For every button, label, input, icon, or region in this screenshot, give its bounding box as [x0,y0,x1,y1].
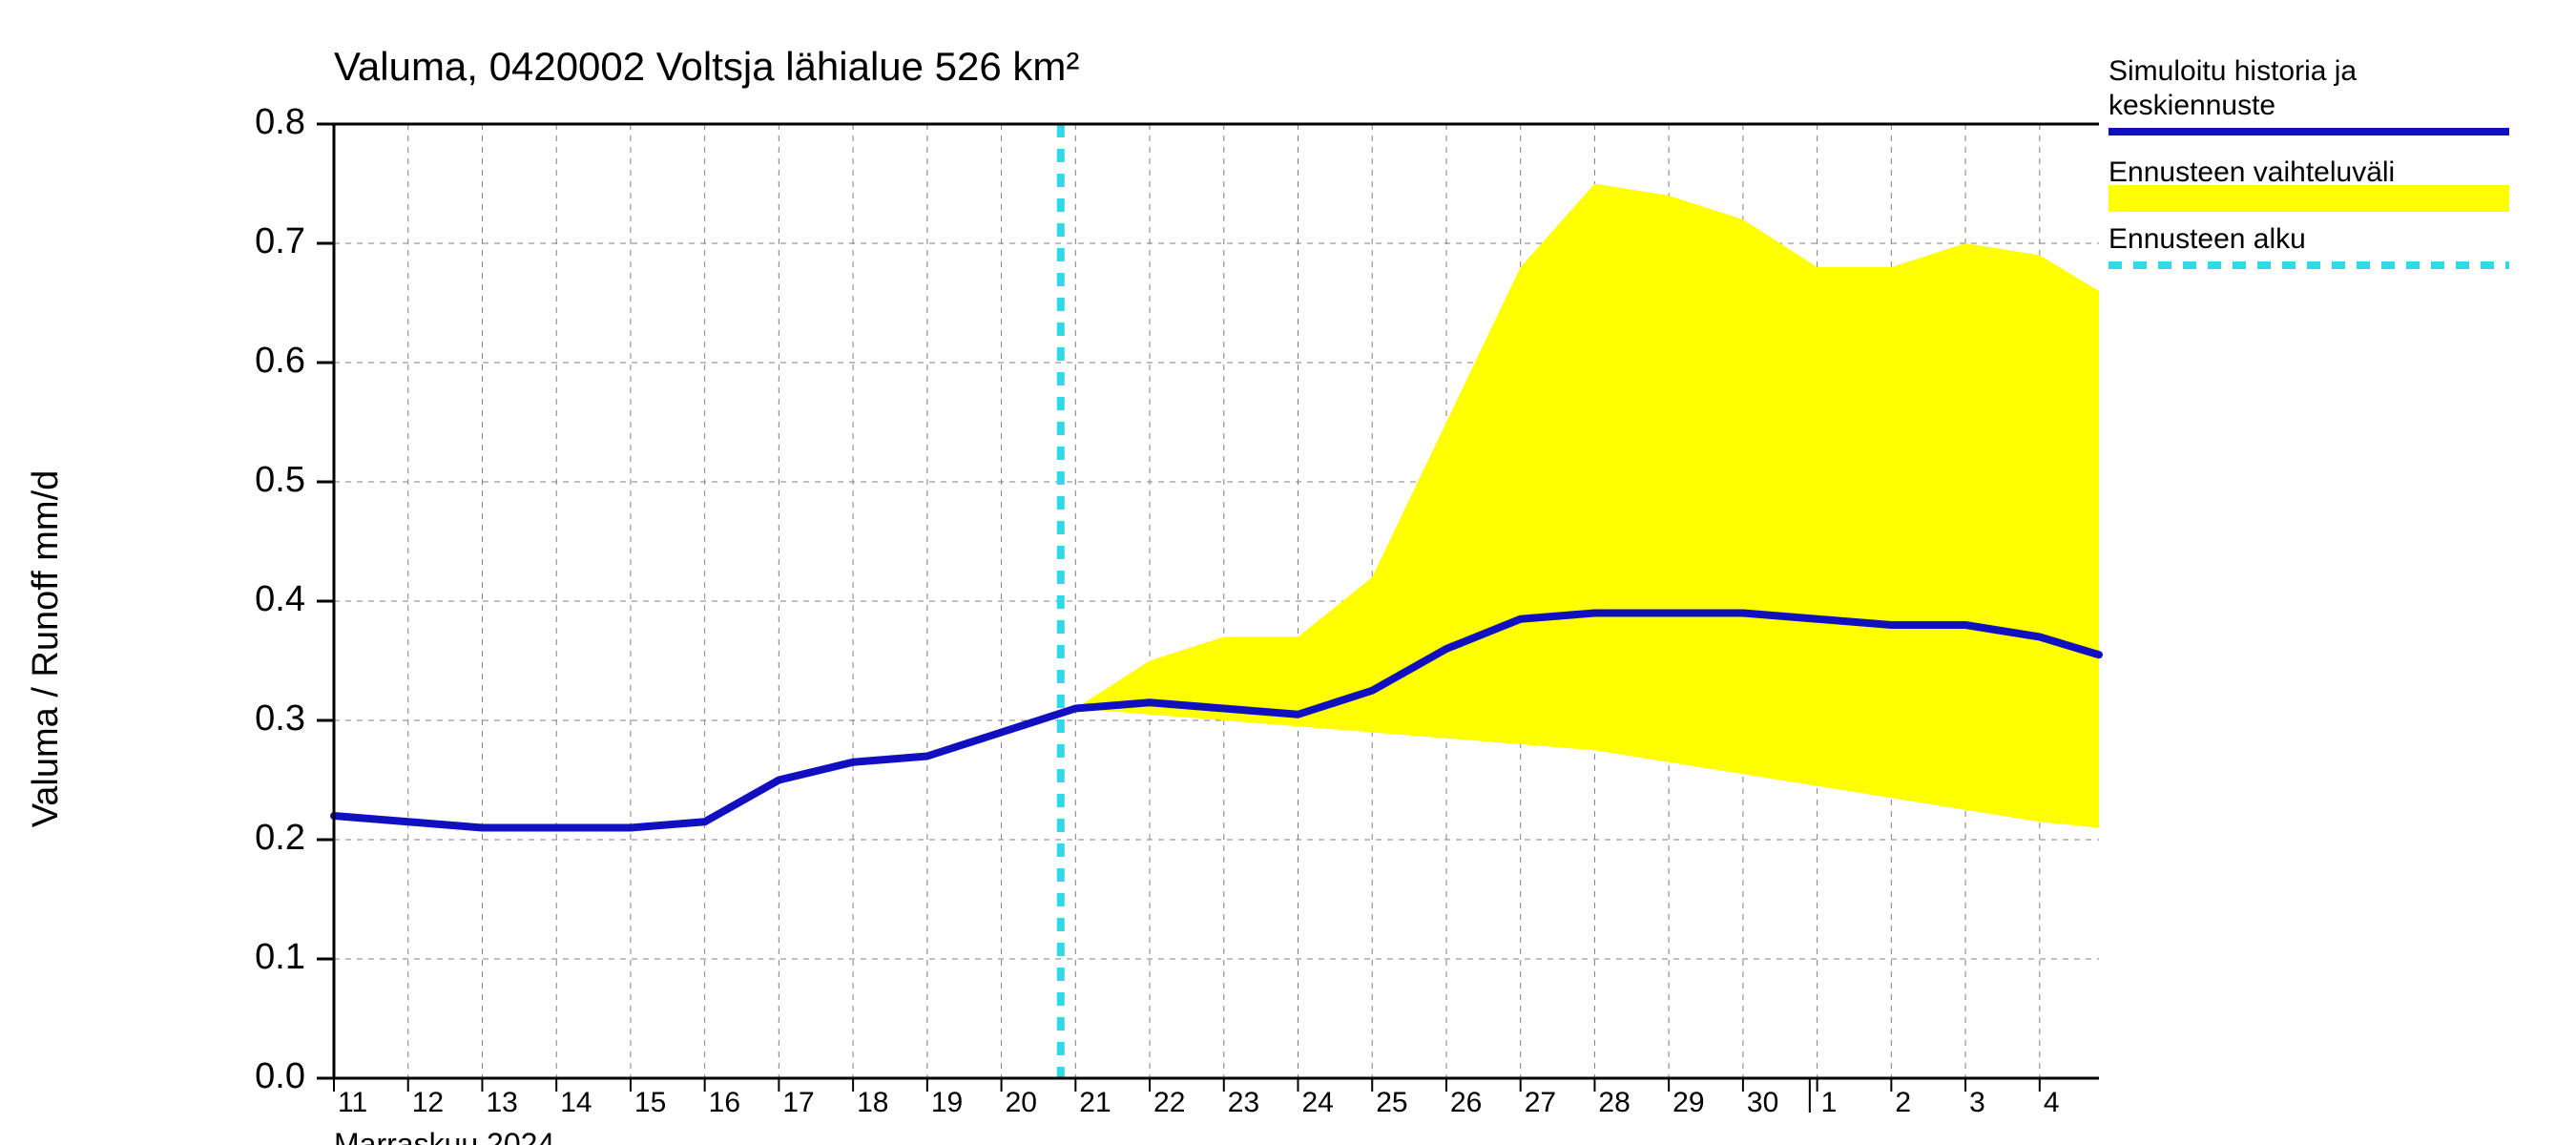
x-tick-label: 30 [1747,1087,1778,1118]
y-tick-label: 0.0 [255,1056,305,1096]
y-tick-label: 0.7 [255,221,305,261]
x-tick-label: 11 [338,1087,367,1118]
y-tick-label: 0.4 [255,579,305,619]
x-tick-label: 26 [1450,1087,1482,1118]
x-tick-label: 2 [1895,1087,1911,1118]
x-tick-label: 22 [1153,1087,1185,1118]
x-tick-label: 1 [1821,1087,1838,1118]
x-tick-label: 24 [1302,1087,1334,1118]
x-tick-label: 18 [857,1087,888,1118]
x-tick-label: 23 [1228,1087,1259,1118]
runoff-chart: 0.00.10.20.30.40.50.60.70.81112131415161… [0,0,2576,1145]
x-tick-label: 13 [486,1087,517,1118]
x-tick-label: 19 [931,1087,963,1118]
x-tick-label: 25 [1376,1087,1407,1118]
legend-label: Simuloitu historia ja [2109,55,2357,87]
y-tick-label: 0.6 [255,341,305,381]
chart-container: 0.00.10.20.30.40.50.60.70.81112131415161… [0,0,2576,1145]
x-tick-label: 15 [634,1087,666,1118]
x-sublabel-1: Marraskuu 2024 [334,1127,554,1145]
x-tick-label: 16 [709,1087,740,1118]
legend-label: keskiennuste [2109,90,2275,121]
x-tick-label: 3 [1969,1087,1985,1118]
chart-title: Valuma, 0420002 Voltsja lähialue 526 km² [334,44,1079,89]
y-tick-label: 0.8 [255,102,305,142]
x-tick-label: 12 [412,1087,444,1118]
legend-swatch [2109,185,2509,212]
x-tick-label: 4 [2044,1087,2060,1118]
x-tick-label: 17 [782,1087,814,1118]
y-tick-label: 0.2 [255,818,305,858]
y-tick-label: 0.1 [255,937,305,977]
x-tick-label: 20 [1006,1087,1037,1118]
forecast-band [1061,184,2099,828]
x-tick-label: 27 [1525,1087,1556,1118]
legend-label: Ennusteen alku [2109,223,2306,255]
legend-label: Ennusteen vaihteluväli [2109,156,2395,188]
x-tick-label: 21 [1079,1087,1111,1118]
y-axis-label: Valuma / Runoff mm/d [26,470,66,828]
x-tick-label: 29 [1672,1087,1704,1118]
x-tick-label: 14 [560,1087,592,1118]
x-tick-label: 28 [1598,1087,1630,1118]
y-tick-label: 0.5 [255,460,305,500]
y-tick-label: 0.3 [255,698,305,739]
